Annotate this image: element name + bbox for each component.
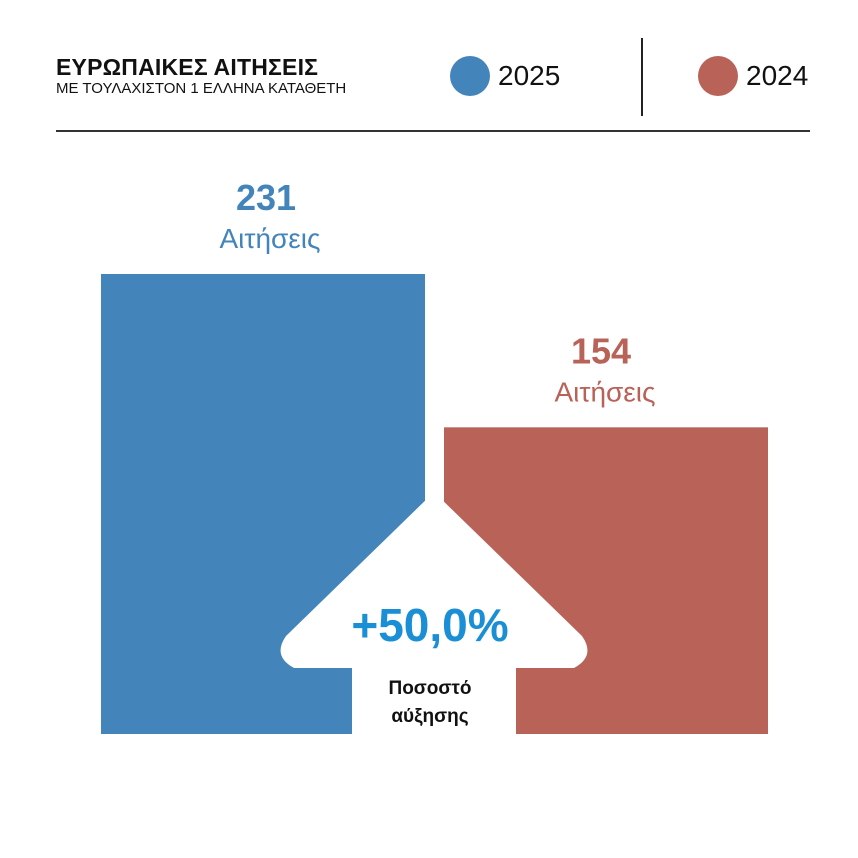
unit-label-2025: Αιτήσεις — [219, 223, 320, 254]
chart-subtitle: ΜΕ ΤΟΥΛΑΧΙΣΤΟΝ 1 ΕΛΛΗΝΑ ΚΑΤΑΘΕΤΗ — [56, 80, 347, 97]
unit-label-2024: Αιτήσεις — [554, 376, 655, 407]
value-label-2024: 154 — [571, 330, 631, 371]
legend-item-2024: 2024 — [698, 56, 808, 96]
value-label-2025: 231 — [236, 177, 296, 218]
change-caption-line1: Ποσοστό — [388, 678, 471, 699]
increase-arrow — [280, 492, 588, 734]
legend-label-2025: 2025 — [498, 60, 561, 91]
percent-change-label: +50,0% — [351, 599, 508, 651]
legend-swatch-2024 — [698, 56, 738, 96]
legend-label-2024: 2024 — [746, 60, 809, 91]
legend-item-2025: 2025 — [450, 56, 560, 96]
legend-swatch-2025 — [450, 56, 490, 96]
change-caption-line2: αύξησης — [391, 706, 468, 727]
header-rule — [56, 130, 810, 132]
chart-title: ΕΥΡΩΠΑΙΚΕΣ ΑΙΤΗΣΕΙΣ — [56, 54, 319, 80]
legend-divider — [641, 38, 643, 116]
